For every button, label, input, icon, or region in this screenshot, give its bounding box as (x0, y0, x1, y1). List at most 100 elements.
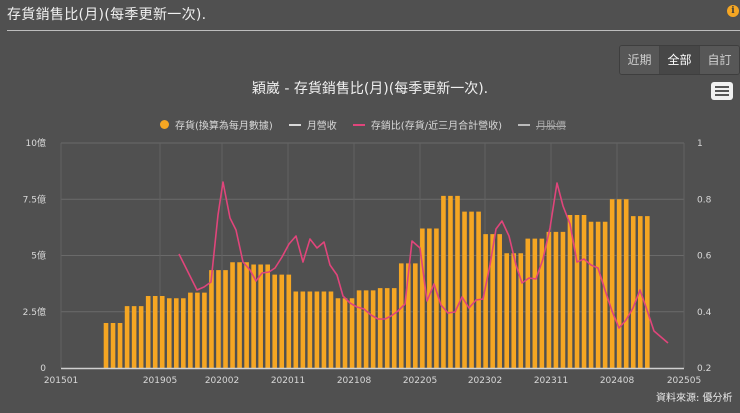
inventory-bar[interactable] (434, 228, 439, 369)
inventory-bar[interactable] (616, 199, 622, 368)
inventory-bar[interactable] (427, 228, 432, 369)
x-tick: 202311 (534, 376, 568, 386)
inventory-bar[interactable] (455, 195, 460, 368)
ratio-line[interactable] (178, 181, 669, 344)
x-tick: 202108 (337, 376, 372, 386)
inventory-bar[interactable] (138, 306, 144, 368)
inventory-bar[interactable] (286, 274, 292, 368)
legend-item-monthly-price[interactable]: 月股價 (517, 117, 566, 132)
y-right-tick: 0.4 (697, 308, 712, 318)
inventory-bar[interactable] (223, 270, 228, 368)
range-all-button[interactable]: 全部 (660, 46, 700, 74)
inventory-bar[interactable] (335, 298, 341, 368)
chart-title: 穎崴 - 存貨銷售比(月)(每季更新一次). (251, 81, 489, 97)
inventory-bar[interactable] (363, 290, 369, 368)
inventory-bar[interactable] (595, 221, 601, 368)
y-right-tick: 0.8 (697, 195, 712, 205)
inventory-bar[interactable] (413, 263, 418, 368)
inventory-bar[interactable] (152, 296, 158, 368)
y-right-tick: 0.2 (697, 364, 711, 374)
inventory-bar[interactable] (356, 290, 362, 368)
inventory-bar[interactable] (384, 288, 390, 368)
inventory-bar[interactable] (230, 262, 235, 368)
inventory-bar[interactable] (398, 263, 404, 368)
inventory-bar[interactable] (159, 296, 165, 368)
inventory-bar[interactable] (293, 291, 299, 369)
x-tick: 201905 (143, 376, 177, 386)
range-recent-button[interactable]: 近期 (620, 46, 660, 74)
inventory-bar[interactable] (581, 215, 587, 368)
inventory-bar[interactable] (546, 231, 552, 368)
inventory-bar[interactable] (265, 264, 270, 369)
inventory-bar[interactable] (110, 323, 116, 368)
inventory-bar[interactable] (237, 262, 242, 368)
inventory-bar[interactable] (609, 199, 615, 368)
inventory-bar[interactable] (574, 215, 580, 368)
inventory-bar[interactable] (588, 221, 594, 368)
inventory-bar[interactable] (490, 234, 495, 368)
inventory-bar[interactable] (630, 216, 636, 368)
inventory-bar[interactable] (181, 298, 186, 368)
legend-line-icon (352, 123, 365, 126)
inventory-bar[interactable] (553, 231, 559, 368)
inventory-bar[interactable] (307, 291, 313, 369)
inventory-bar[interactable] (349, 298, 355, 368)
inventory-bar[interactable] (370, 290, 376, 368)
hamburger-menu-icon[interactable] (711, 82, 733, 100)
inventory-bar[interactable] (539, 238, 545, 368)
inventory-bar[interactable] (645, 216, 650, 368)
y-left-tick: 5億 (31, 250, 46, 262)
inventory-bar[interactable] (405, 263, 411, 368)
inventory-bar[interactable] (377, 288, 383, 368)
inventory-bar[interactable] (623, 199, 629, 368)
inventory-bar[interactable] (532, 238, 538, 368)
inventory-bar[interactable] (124, 306, 130, 368)
inventory-bar[interactable] (567, 215, 573, 368)
inventory-bar[interactable] (188, 292, 193, 368)
inventory-bar[interactable] (103, 323, 109, 368)
inventory-bar[interactable] (602, 221, 608, 368)
inventory-bar[interactable] (321, 291, 327, 369)
chart-legend: 存貨(換算為每月數據) 月營收 存銷比(存貨/近三月合計營收) 月股價 (160, 117, 582, 132)
x-tick: 202011 (271, 376, 305, 386)
inventory-bar[interactable] (209, 270, 214, 368)
inventory-bar[interactable] (504, 253, 510, 368)
inventory-bar[interactable] (511, 253, 517, 368)
inventory-bar[interactable] (202, 292, 207, 368)
inventory-bar[interactable] (166, 298, 172, 368)
inventory-bar[interactable] (476, 211, 481, 368)
legend-item-inventory[interactable]: 存貨(換算為每月數據) (160, 117, 273, 132)
y-left-tick: 2.5億 (23, 306, 46, 318)
inventory-bar[interactable] (195, 292, 200, 368)
inventory-bar[interactable] (483, 234, 488, 368)
inventory-bar[interactable] (258, 264, 263, 369)
inventory-bar[interactable] (272, 274, 278, 368)
y-left-tick: 0 (40, 364, 46, 374)
inventory-bar[interactable] (391, 288, 397, 368)
inventory-bar[interactable] (560, 231, 566, 368)
inventory-bar[interactable] (497, 234, 502, 368)
inventory-bar[interactable] (342, 298, 348, 368)
inventory-bar[interactable] (518, 253, 524, 368)
legend-item-inventory-sales-ratio[interactable]: 存銷比(存貨/近三月合計營收) (352, 117, 502, 132)
inventory-bar[interactable] (244, 262, 249, 368)
info-icon[interactable]: i (727, 5, 739, 17)
inventory-bar[interactable] (145, 296, 151, 368)
inventory-bar[interactable] (251, 264, 256, 369)
legend-item-monthly-revenue[interactable]: 月營收 (288, 117, 337, 132)
inventory-bar[interactable] (420, 228, 425, 369)
inventory-bar[interactable] (462, 211, 467, 368)
inventory-bar[interactable] (469, 211, 474, 368)
inventory-bar[interactable] (525, 238, 531, 368)
inventory-bar[interactable] (279, 274, 285, 368)
inventory-bar[interactable] (328, 291, 334, 369)
inventory-bar[interactable] (174, 298, 179, 368)
inventory-bar[interactable] (216, 270, 221, 368)
range-custom-button[interactable]: 自訂 (700, 46, 739, 74)
inventory-bar[interactable] (117, 323, 123, 368)
inventory-bar[interactable] (441, 195, 446, 368)
inventory-bar[interactable] (448, 195, 453, 368)
inventory-bar[interactable] (131, 306, 137, 368)
inventory-bar[interactable] (314, 291, 320, 369)
inventory-bar[interactable] (300, 291, 306, 369)
